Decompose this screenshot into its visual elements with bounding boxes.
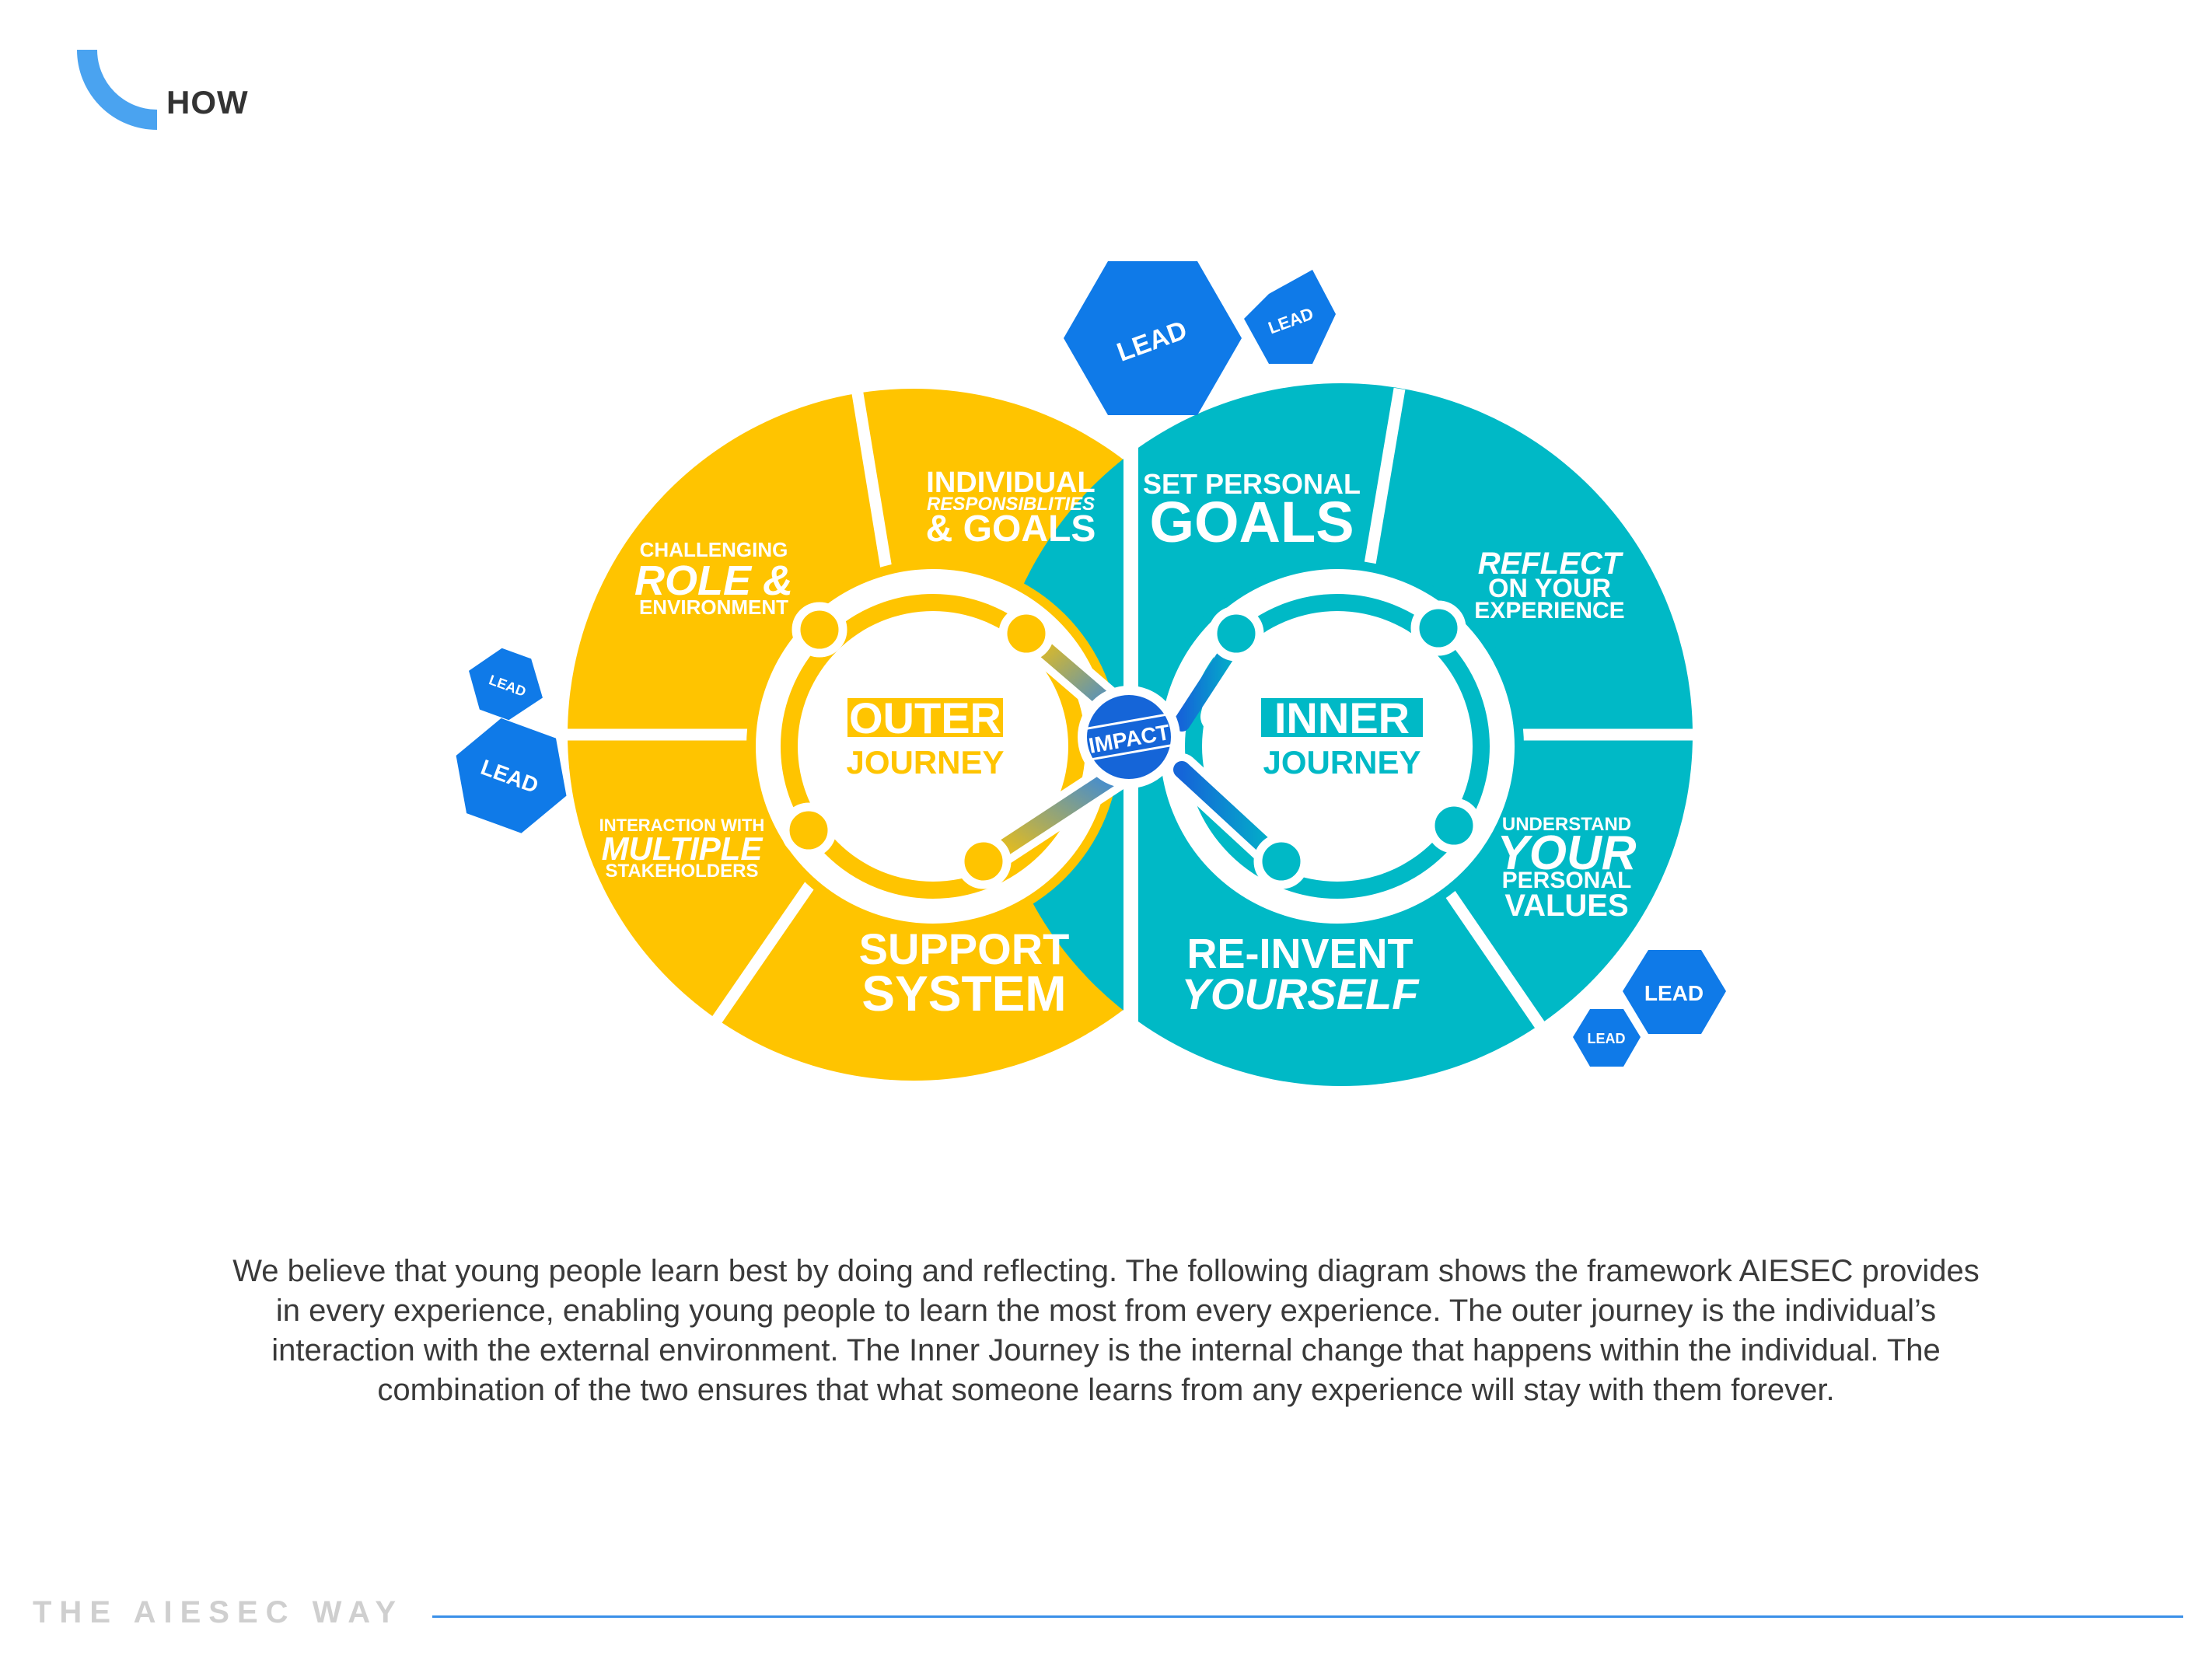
ring-node xyxy=(1410,600,1466,656)
svg-text:SYSTEM: SYSTEM xyxy=(861,966,1066,1022)
inner-ring-nodes xyxy=(1208,600,1482,889)
segment-challenging-role-environment: CHALLENGING ROLE & ENVIRONMENT xyxy=(634,538,793,619)
outer-journey-title: OUTER JOURNEY xyxy=(846,693,1004,781)
journey-diagram: IMPACT OUTER JOURNEY INNER JOURNEY INDIV… xyxy=(456,261,1726,1086)
svg-text:CHALLENGING: CHALLENGING xyxy=(640,538,788,561)
svg-text:REFLECT: REFLECT xyxy=(1478,547,1624,581)
svg-text:ON YOUR: ON YOUR xyxy=(1488,574,1611,603)
lead-hexagon-large-top: LEAD xyxy=(1064,261,1242,415)
ring-node xyxy=(1253,833,1309,889)
segment-reflect-on-your-experience: REFLECT ON YOUR EXPERIENCE xyxy=(1474,547,1624,623)
description-text: We believe that young people learn best … xyxy=(232,1254,1980,1407)
inner-journey-title: INNER JOURNEY xyxy=(1261,693,1423,781)
svg-text:MULTIPLE: MULTIPLE xyxy=(602,830,764,867)
svg-text:SET PERSONAL: SET PERSONAL xyxy=(1143,468,1361,500)
lead-hexagon-small-right: LEAD xyxy=(1573,1009,1641,1067)
svg-text:RE-INVENT: RE-INVENT xyxy=(1186,931,1413,977)
outer-title-top: OUTER xyxy=(849,693,1001,742)
impact-node: IMPACT xyxy=(1078,686,1180,788)
ring-node xyxy=(956,833,1012,889)
ring-node xyxy=(1426,798,1482,854)
svg-text:YOUR: YOUR xyxy=(1497,826,1636,880)
svg-text:LEAD: LEAD xyxy=(1588,1031,1626,1046)
svg-text:PERSONAL: PERSONAL xyxy=(1502,868,1632,893)
segment-set-personal-goals: SET PERSONAL GOALS xyxy=(1143,468,1361,554)
footer-rule xyxy=(432,1615,2183,1618)
svg-text:UNDERSTAND: UNDERSTAND xyxy=(1502,814,1631,835)
svg-text:VALUES: VALUES xyxy=(1504,889,1628,923)
footer-brand: THE AIESEC WAY xyxy=(33,1595,404,1629)
svg-text:ENVIRONMENT: ENVIRONMENT xyxy=(639,595,788,619)
segment-individual-responsibilities-goals: INDIVIDUAL RESPONSIBLITIES & GOALS xyxy=(926,466,1096,550)
svg-text:LEAD: LEAD xyxy=(1644,981,1704,1005)
lead-hexagon-large-left: LEAD xyxy=(456,718,567,833)
lead-hexagon-small-top: LEAD xyxy=(1244,270,1336,364)
segment-interaction-multiple-stakeholders: INTERACTION WITH MULTIPLE STAKEHOLDERS xyxy=(599,816,765,882)
segment-re-invent-yourself: RE-INVENT YOURSELF xyxy=(1182,931,1421,1018)
ring-node xyxy=(781,802,837,858)
outer-title-bottom: JOURNEY xyxy=(846,744,1004,781)
svg-text:& GOALS: & GOALS xyxy=(926,508,1096,550)
segment-understand-your-personal-values: UNDERSTAND YOUR PERSONAL VALUES xyxy=(1497,814,1636,923)
header-arc-icon xyxy=(77,49,158,130)
page-title: HOW xyxy=(166,84,249,120)
outer-ring-nodes xyxy=(781,602,1054,889)
segment-support-system: SUPPORT SYSTEM xyxy=(859,924,1070,1022)
inner-center xyxy=(1202,611,1473,882)
page-header: HOW xyxy=(0,0,467,155)
svg-text:STAKEHOLDERS: STAKEHOLDERS xyxy=(606,861,759,882)
svg-text:YOURSELF: YOURSELF xyxy=(1182,969,1421,1018)
lead-hexagon-small-left: LEAD xyxy=(469,648,543,721)
lead-hexagon-large-right: LEAD xyxy=(1623,950,1726,1034)
inner-title-top: INNER xyxy=(1274,693,1410,742)
svg-text:ROLE &: ROLE & xyxy=(634,557,793,604)
svg-text:INDIVIDUAL: INDIVIDUAL xyxy=(926,466,1095,499)
inner-title-bottom: JOURNEY xyxy=(1263,744,1421,781)
ring-node xyxy=(998,606,1054,662)
svg-text:INTERACTION WITH: INTERACTION WITH xyxy=(599,816,765,835)
ring-node xyxy=(1208,606,1264,662)
svg-text:RESPONSIBLITIES: RESPONSIBLITIES xyxy=(927,494,1095,515)
svg-text:SUPPORT: SUPPORT xyxy=(859,924,1070,973)
svg-text:GOALS: GOALS xyxy=(1149,490,1354,554)
outer-center xyxy=(798,611,1068,882)
ring-node xyxy=(791,602,847,658)
svg-text:EXPERIENCE: EXPERIENCE xyxy=(1474,598,1624,623)
